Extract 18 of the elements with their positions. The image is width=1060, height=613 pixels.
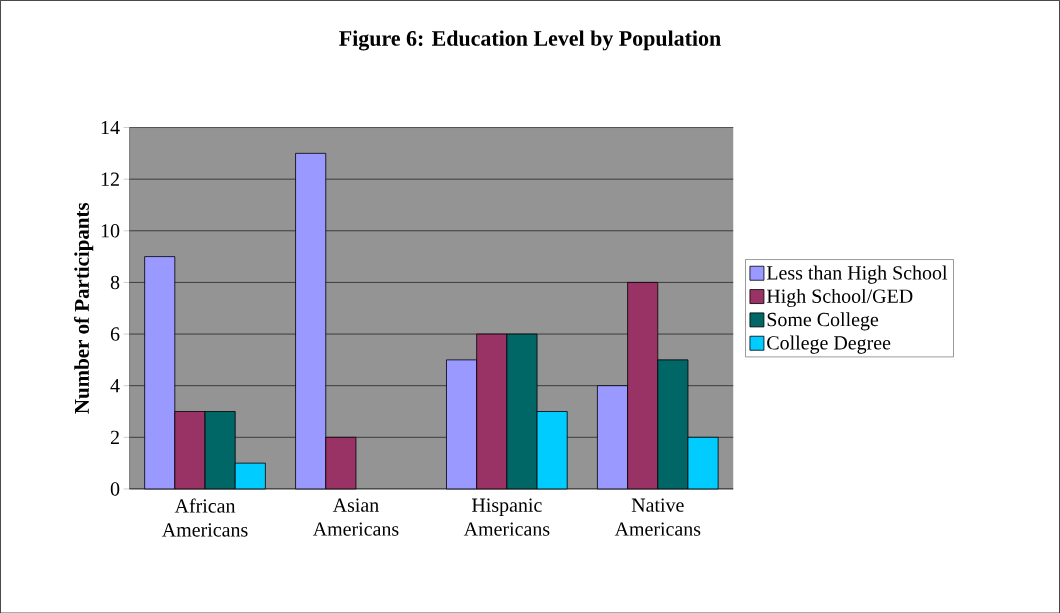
legend-label: High School/GED [766,288,913,307]
legend-label: Less than High School [766,265,948,284]
y-tick-label: 14 [101,120,120,134]
x-tick-label: Asian Americans [312,498,399,536]
y-tick-label: 12 [101,172,119,186]
x-tick-label: Native Americans [614,498,701,536]
x-tick-label: African Americans [162,498,248,537]
y-tick-label: 4 [110,378,120,393]
y-tick-label: 2 [110,430,119,444]
y-tick-label: 0 [110,481,120,496]
y-axis-title: Number of Participants [74,202,94,414]
chart-title: Figure 6: Education Level by Population [339,30,721,51]
legend-label: Some College [767,312,879,331]
legend-label: College Degree [767,335,891,354]
y-tick-label: 10 [101,223,120,238]
y-tick-label: 6 [110,327,120,341]
x-tick-label: Hispanic Americans [463,498,550,536]
y-tick-label: 8 [110,275,120,289]
